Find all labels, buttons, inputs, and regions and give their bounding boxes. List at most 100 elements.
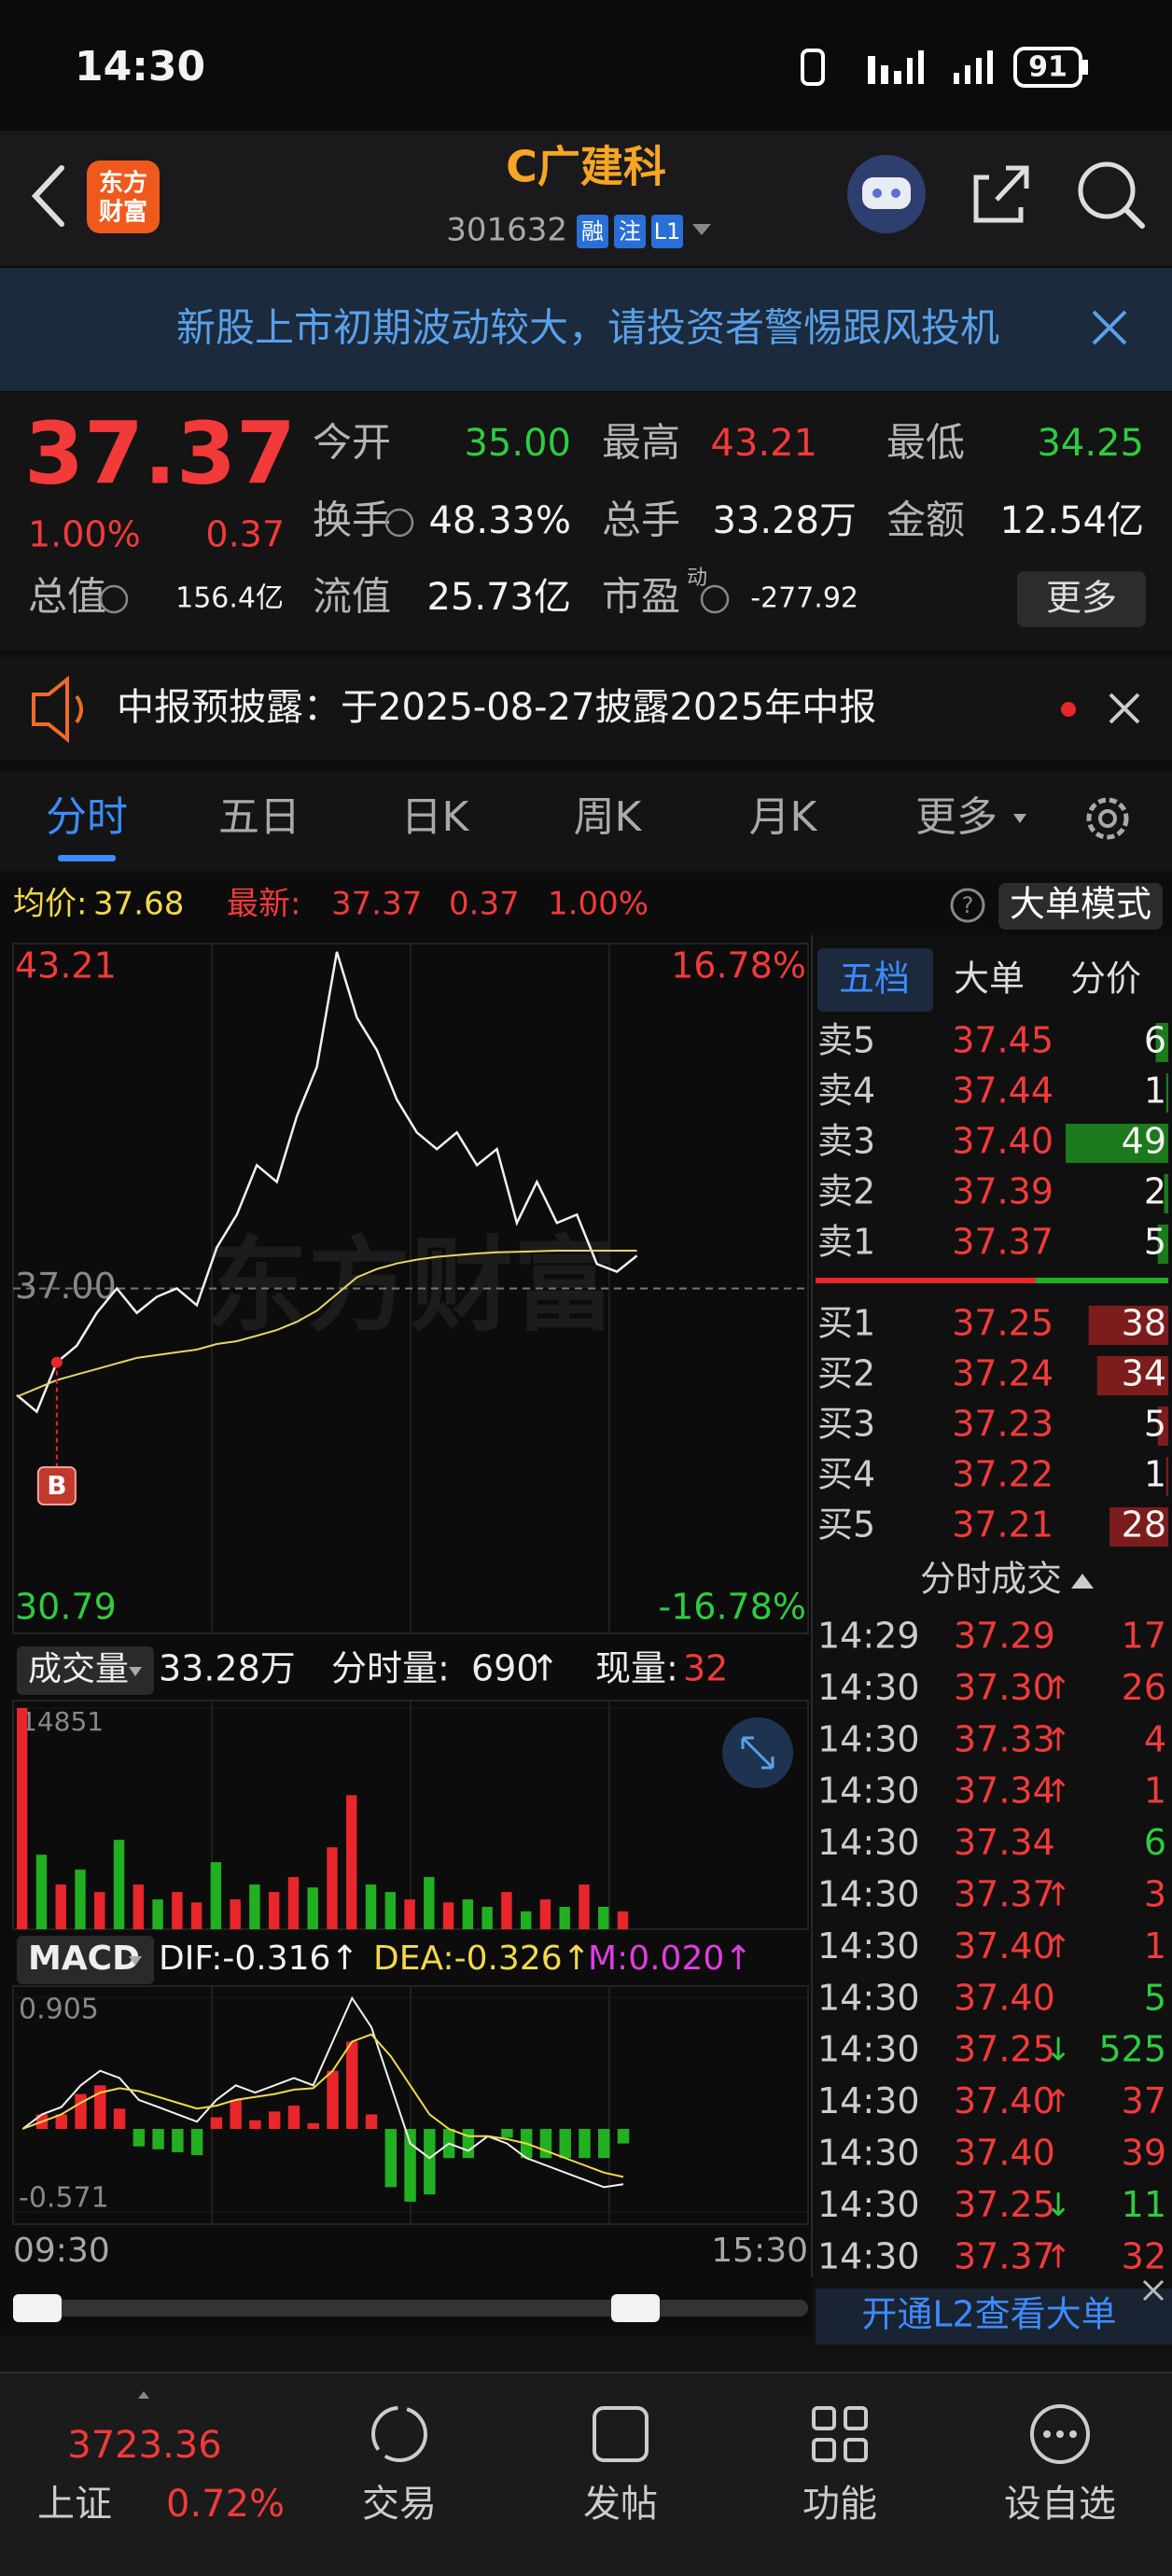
trade-dir: ↑ [1045, 1773, 1072, 1811]
macd-bar [230, 2099, 242, 2130]
trade-volume: 39 [1122, 2133, 1166, 2174]
tab[interactable]: 月K [749, 793, 818, 841]
share-button[interactable] [973, 165, 1029, 223]
book-price: 37.24 [952, 1353, 1053, 1394]
scroll-handle[interactable] [611, 2294, 660, 2322]
info-change: 0.37 [449, 886, 520, 923]
book-volume: 1 [1144, 1071, 1166, 1112]
trade-price: 37.37 [954, 1874, 1055, 1915]
search-button[interactable] [1078, 161, 1136, 219]
index-change: 0.72% [166, 2483, 285, 2526]
volume-bar [287, 1877, 300, 1929]
nav-label[interactable]: 功能 [802, 2483, 877, 2526]
y-tick-label: 30.79 [15, 1587, 117, 1628]
stat-value: 48.33% [428, 499, 571, 542]
func-icon [812, 2406, 836, 2430]
expand-icon [741, 1736, 774, 1770]
book-volume: 2 [1144, 1171, 1166, 1212]
signal-bar [954, 73, 959, 84]
more-button[interactable] [1017, 571, 1146, 627]
info-change-pct: 1.00% [548, 886, 649, 923]
search-handle [1123, 206, 1145, 229]
macd-bar [133, 2129, 146, 2147]
trade-time: 14:30 [817, 1977, 920, 2018]
l2-bar[interactable] [816, 2289, 1172, 2345]
macd-bar [559, 2129, 571, 2159]
tab[interactable]: 周K [574, 793, 643, 841]
tag-bg [651, 215, 683, 248]
last-price: 37.37 [24, 403, 296, 503]
stock-name: C广建科 [506, 142, 666, 192]
volume-bar [579, 1884, 590, 1929]
volume-bar [35, 1855, 48, 1929]
scroll-handle[interactable] [13, 2294, 62, 2322]
l2-link[interactable]: 开通L2查看大单 [861, 2294, 1116, 2335]
trade-volume: 32 [1122, 2235, 1166, 2276]
risk-banner [0, 268, 1172, 391]
info-icon [99, 584, 129, 614]
logo-text: 东方 [99, 169, 147, 198]
macd-bar [617, 2129, 630, 2144]
book-tab[interactable]: 五档 [839, 959, 910, 1000]
l2-close[interactable] [1142, 2279, 1165, 2302]
trade-dir: ↑ [1045, 2083, 1072, 2121]
tab[interactable]: 五日 [218, 793, 300, 841]
indicator-selector[interactable] [17, 1936, 154, 1984]
back-button[interactable] [31, 165, 64, 227]
book-label: 买5 [817, 1505, 875, 1546]
book-label: 卖3 [817, 1121, 875, 1162]
book-divider-red [816, 1278, 1036, 1283]
book-price: 37.25 [952, 1303, 1053, 1344]
change-pct: 1.00% [28, 514, 141, 555]
tab-bar [0, 771, 1172, 871]
tag-dropdown[interactable] [692, 224, 711, 235]
watch-dot [1069, 2430, 1077, 2438]
signal-bar [868, 56, 875, 84]
tab[interactable]: 更多 [915, 793, 998, 841]
chart-panel [0, 935, 812, 2335]
trade-time: 14:30 [817, 2029, 920, 2070]
y-tick-label: 43.21 [15, 945, 117, 987]
volume-bar [520, 1911, 532, 1929]
signal-bar [894, 71, 901, 84]
volume-bar [249, 1884, 260, 1929]
trades-caret [1071, 1574, 1094, 1589]
settings-button[interactable] [1086, 797, 1129, 840]
battery [1013, 47, 1082, 88]
notice-close[interactable] [1109, 693, 1140, 724]
volume-bar [268, 1892, 280, 1929]
trade-volume: 17 [1122, 1616, 1166, 1657]
volume-bar [327, 1847, 338, 1929]
stock-code: 301632 [446, 212, 567, 249]
trade-volume: 6 [1144, 1822, 1166, 1863]
book-tab[interactable]: 大单 [954, 959, 1025, 1000]
book-divider-green [1036, 1278, 1168, 1283]
macd-bar [172, 2129, 184, 2152]
macd-bar [598, 2129, 610, 2159]
help-icon[interactable] [950, 888, 985, 923]
notice-bar [0, 657, 1172, 760]
banner-close[interactable] [1092, 310, 1127, 345]
trade-dir: ↑ [1045, 1877, 1072, 1914]
tab[interactable]: 日K [401, 793, 470, 841]
price-line [16, 1250, 637, 1398]
stock-tag: 融 [581, 218, 604, 245]
volume-total: 33.28万 [159, 1648, 296, 1689]
book-price: 37.44 [952, 1071, 1053, 1112]
volume-bar [346, 1795, 357, 1929]
nav-label[interactable]: 设自选 [1004, 2483, 1116, 2526]
mode-button[interactable] [998, 883, 1163, 930]
assistant-eye [891, 189, 900, 198]
macd-bar [365, 2114, 378, 2130]
tab[interactable]: 分时 [46, 793, 128, 841]
macd-bar [462, 2129, 475, 2159]
nav-label[interactable]: 交易 [362, 2483, 437, 2526]
stat-value: 43.21 [710, 422, 817, 465]
nav-label[interactable]: 发帖 [583, 2483, 658, 2526]
volume-selector[interactable] [17, 1646, 154, 1695]
trade-price: 37.25 [954, 2029, 1055, 2070]
info-icon [384, 508, 414, 538]
signal-bar [976, 58, 982, 84]
macd-line [21, 2033, 624, 2178]
book-tab[interactable]: 分价 [1070, 959, 1141, 1000]
